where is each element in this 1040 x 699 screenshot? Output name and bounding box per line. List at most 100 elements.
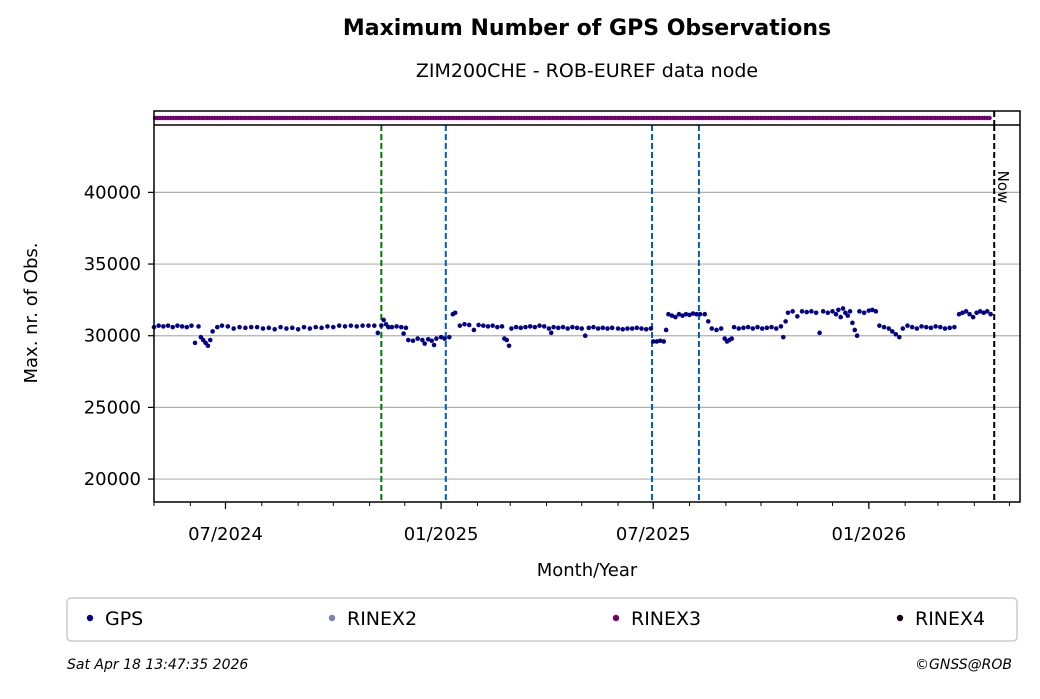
gps-point (981, 310, 986, 316)
gps-point (289, 325, 295, 331)
gps-point (900, 326, 906, 331)
gps-point (769, 324, 774, 330)
gps-point (676, 311, 682, 317)
gps-points (151, 306, 993, 349)
gps-point (687, 312, 692, 318)
gps-point (579, 326, 585, 331)
gps-point (804, 309, 810, 315)
gps-point (778, 324, 784, 329)
now-label: Now (994, 171, 1012, 204)
gps-point (379, 323, 384, 328)
rinex3-point (987, 115, 992, 121)
gps-point (506, 343, 512, 349)
gps-point (886, 326, 892, 331)
x-axis-label: Month/Year (537, 560, 638, 581)
gps-point (620, 326, 626, 332)
gps-point (905, 323, 910, 328)
gps-point (425, 337, 431, 342)
gps-point (447, 334, 452, 340)
gps-point (709, 326, 715, 331)
gps-point (429, 338, 435, 344)
gps-point (780, 334, 786, 340)
gps-point (783, 319, 788, 324)
legend-marker-rinex3 (612, 614, 620, 622)
gps-point (207, 337, 213, 343)
legend-marker-rinex2 (328, 614, 336, 622)
gps-point (938, 324, 943, 330)
gps-point (342, 324, 348, 329)
gps-point (680, 313, 685, 318)
gps-point (830, 309, 835, 314)
gps-point (942, 326, 948, 331)
gps-point (956, 311, 962, 317)
gps-point (694, 311, 699, 317)
chart-title: Maximum Number of GPS Observations (342, 16, 832, 41)
footer-timestamp: Sat Apr 18 13:47:35 2026 (67, 657, 249, 673)
gps-point (977, 309, 983, 314)
gps-point (840, 306, 846, 311)
axes: 20000 25000 30000 35000 40000 07/2024 01/2025 0… (84, 110, 1021, 545)
gps-point (476, 322, 481, 328)
gps-point (410, 338, 416, 344)
gps-point (504, 337, 510, 343)
gps-point (914, 326, 920, 331)
y-tick-label-40000: 40000 (84, 182, 141, 203)
gps-point (462, 321, 467, 327)
gps-point (813, 310, 819, 316)
gps-point (928, 325, 934, 331)
gps-point (845, 313, 851, 318)
gps-point (537, 323, 542, 328)
x-tick-label: 07/2024 (188, 524, 263, 545)
gps-point (434, 336, 439, 341)
gps-point (629, 326, 635, 331)
gps-point (755, 324, 760, 330)
gps-point (838, 314, 844, 320)
gps-point (836, 307, 841, 313)
gps-point (179, 324, 185, 329)
y-tick-label-25000: 25000 (84, 397, 141, 418)
gps-point (325, 324, 330, 329)
gps-point (923, 324, 929, 330)
gps-point (401, 331, 406, 336)
legend-label-gps: GPS (105, 608, 143, 630)
gps-point (639, 326, 644, 331)
gps-point (643, 326, 649, 332)
gps-point (570, 324, 575, 330)
gps-point (850, 320, 855, 326)
legend-marker-rinex4 (896, 614, 904, 622)
gps-point (499, 324, 505, 329)
plot-frame (153, 110, 1021, 503)
gps-point (184, 324, 190, 330)
legend-label-rinex2: RINEX2 (347, 608, 417, 630)
gps-point (243, 325, 248, 331)
gps-point (847, 309, 853, 314)
gps-point (714, 327, 719, 333)
gps-point (219, 323, 225, 328)
gps-point (952, 324, 957, 330)
gps-point (205, 343, 211, 349)
gps-point (984, 309, 990, 314)
gps-point (237, 324, 242, 330)
gps-point (466, 322, 472, 328)
gps-point (420, 337, 425, 343)
gps-point (541, 324, 547, 329)
footer-credit: ©GNSS@ROB (915, 657, 1012, 673)
gps-point (586, 325, 592, 331)
gps-point (457, 323, 463, 328)
gps-point (963, 309, 969, 314)
gps-point (509, 326, 514, 331)
gps-point (605, 326, 610, 331)
gps-point (657, 338, 663, 344)
gps-point (897, 334, 902, 340)
x-tick-label: 01/2025 (404, 524, 479, 545)
gps-point (663, 327, 669, 333)
gps-point (745, 324, 751, 330)
gps-point (490, 323, 495, 328)
gps-point (595, 326, 601, 331)
gps-point (231, 326, 236, 331)
gps-point (919, 324, 924, 329)
gps-point (165, 323, 171, 328)
gps-point (702, 311, 708, 317)
gps-point (690, 311, 696, 316)
